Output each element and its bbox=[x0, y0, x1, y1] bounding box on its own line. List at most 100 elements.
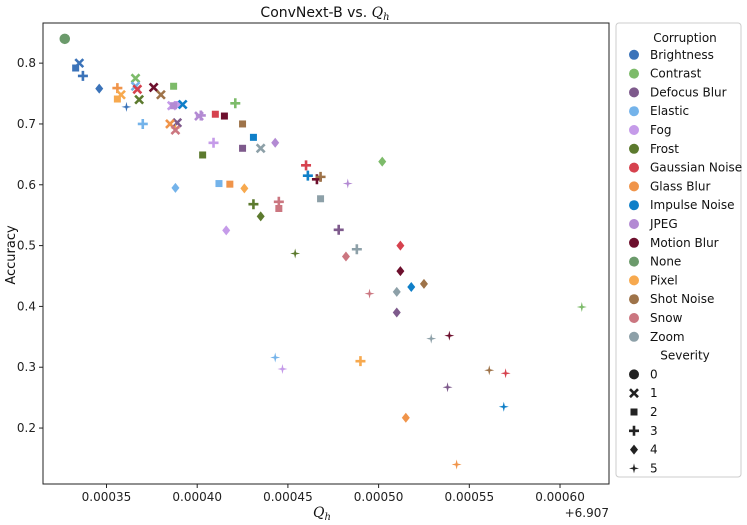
legend-box bbox=[615, 22, 742, 478]
point-shot-noise-sev2 bbox=[239, 120, 247, 128]
x-tick-label: 0.00045 bbox=[263, 490, 313, 504]
point-motion-blur-sev2 bbox=[220, 112, 228, 120]
legend-severity-marker-1 bbox=[629, 388, 639, 399]
y-tick-label: 0.2 bbox=[17, 421, 36, 435]
point-defocus-blur-sev2 bbox=[239, 144, 247, 152]
x-tick-label: 0.00035 bbox=[82, 490, 132, 504]
point-defocus-blur-sev5 bbox=[442, 382, 453, 393]
x-tick-label: 0.00040 bbox=[172, 490, 222, 504]
legend-label: Impulse Noise bbox=[650, 198, 735, 212]
legend-severity-label: 2 bbox=[650, 405, 658, 419]
point-impulse-noise-sev3 bbox=[302, 170, 313, 181]
point-pixel-sev2 bbox=[113, 95, 121, 103]
legend-marker-shot-noise bbox=[629, 294, 639, 305]
legend-label: Defocus Blur bbox=[650, 85, 727, 99]
legend-marker-brightness bbox=[629, 49, 639, 60]
y-tick-label: 0.8 bbox=[17, 56, 36, 70]
point-defocus-blur-sev3 bbox=[333, 224, 344, 235]
legend-severity-marker-3 bbox=[629, 425, 639, 436]
point-pixel-sev4 bbox=[240, 183, 249, 194]
legend: Corruption Brightness Contrast Defocus Blur… bbox=[629, 31, 742, 475]
legend-severity-label: 4 bbox=[650, 443, 658, 457]
point-defocus-blur-sev1 bbox=[172, 117, 183, 128]
point-contrast-sev5 bbox=[576, 302, 587, 313]
point-glass-blur-sev2 bbox=[226, 180, 234, 188]
y-tick-label: 0.5 bbox=[17, 239, 36, 253]
x-axis-label: Qh bbox=[313, 505, 331, 523]
point-snow-sev3 bbox=[273, 196, 284, 207]
point-elastic-sev2 bbox=[215, 180, 223, 188]
point-shot-noise-sev3 bbox=[315, 171, 326, 182]
point-contrast-sev2 bbox=[170, 82, 178, 90]
legend-label: Gaussian Noise bbox=[650, 161, 742, 175]
point-gaussian-noise-sev4 bbox=[396, 240, 405, 251]
point-fog-sev2 bbox=[173, 100, 181, 108]
point-contrast-sev4 bbox=[378, 156, 387, 167]
legend-marker-none bbox=[629, 256, 639, 267]
point-gaussian-noise-sev3 bbox=[301, 160, 312, 171]
legend-title-corruption: Corruption bbox=[653, 31, 717, 45]
point-fog-sev3 bbox=[208, 137, 219, 148]
legend-title-severity: Severity bbox=[660, 349, 710, 363]
point-glass-blur-sev4 bbox=[401, 412, 410, 423]
point-fog-sev4 bbox=[222, 225, 231, 236]
legend-label: Brightness bbox=[650, 48, 714, 62]
legend-severity-marker-4 bbox=[630, 444, 638, 455]
x-axis-offset: +6.907 bbox=[565, 506, 609, 520]
x-tick-label: 0.00060 bbox=[535, 490, 585, 504]
point-snow-sev4 bbox=[341, 251, 350, 262]
point-gaussian-noise-sev2 bbox=[211, 110, 219, 118]
point-snow-sev1 bbox=[170, 125, 181, 135]
legend-severity-label: 5 bbox=[650, 461, 658, 475]
legend-label: JPEG bbox=[649, 217, 678, 231]
y-axis-label: Accuracy bbox=[4, 225, 19, 285]
legend-marker-frost bbox=[629, 143, 639, 154]
point-elastic-sev5 bbox=[270, 352, 281, 363]
data-points bbox=[59, 33, 587, 470]
axis-ticks: 0.00035 0.00040 0.00045 0.00050 0.00055 0.000… bbox=[17, 56, 585, 504]
point-zoom-sev2 bbox=[317, 195, 325, 203]
point-elastic-sev3 bbox=[137, 118, 148, 129]
point-zoom-sev4 bbox=[392, 286, 401, 297]
point-brightness-sev5 bbox=[121, 101, 132, 112]
point-motion-blur-sev1 bbox=[148, 82, 159, 93]
legend-marker-motion-blur bbox=[629, 237, 639, 248]
point-frost-sev5 bbox=[290, 248, 301, 259]
x-tick-label: 0.00050 bbox=[354, 490, 404, 504]
y-tick-label: 0.6 bbox=[17, 178, 36, 192]
point-contrast-sev3 bbox=[230, 98, 241, 109]
point-brightness-sev3 bbox=[77, 70, 88, 81]
legend-label: Fog bbox=[650, 123, 671, 137]
legend-label: Zoom bbox=[650, 330, 685, 344]
plot-area bbox=[42, 22, 610, 485]
point-pixel-sev3 bbox=[355, 356, 366, 367]
legend-label: Shot Noise bbox=[650, 292, 714, 306]
point-zoom-sev1 bbox=[255, 143, 266, 154]
y-tick-label: 0.3 bbox=[17, 360, 36, 374]
legend-marker-glass-blur bbox=[629, 181, 639, 192]
point-motion-blur-sev5 bbox=[444, 330, 455, 341]
point-zoom-sev3 bbox=[351, 244, 362, 255]
point-defocus-blur-sev4 bbox=[392, 307, 401, 318]
legend-severity-label: 1 bbox=[650, 386, 658, 400]
point-impulse-noise-sev1 bbox=[177, 99, 188, 110]
legend-label: Elastic bbox=[650, 104, 689, 118]
point-elastic-sev4 bbox=[171, 182, 180, 193]
point-jpeg-sev5 bbox=[342, 178, 353, 189]
point-shot-noise-sev1 bbox=[155, 89, 166, 100]
point-impulse-noise-sev5 bbox=[498, 401, 509, 412]
point-brightness-sev4 bbox=[95, 83, 104, 94]
legend-label: Frost bbox=[650, 142, 679, 156]
point-zoom-sev5 bbox=[426, 333, 437, 344]
point-frost-sev3 bbox=[248, 199, 259, 210]
y-tick-label: 0.7 bbox=[17, 117, 36, 131]
legend-severity-label: 3 bbox=[650, 424, 658, 438]
point-contrast-sev1 bbox=[130, 73, 141, 84]
point-brightness-sev2 bbox=[72, 64, 80, 72]
legend-severity-marker-2 bbox=[630, 408, 638, 416]
point-frost-sev1 bbox=[134, 94, 145, 105]
point-shot-noise-sev4 bbox=[419, 278, 428, 289]
legend-severity-marker-0 bbox=[629, 369, 639, 380]
legend-severity-label: 0 bbox=[650, 367, 658, 381]
point-jpeg-sev3 bbox=[195, 110, 206, 121]
